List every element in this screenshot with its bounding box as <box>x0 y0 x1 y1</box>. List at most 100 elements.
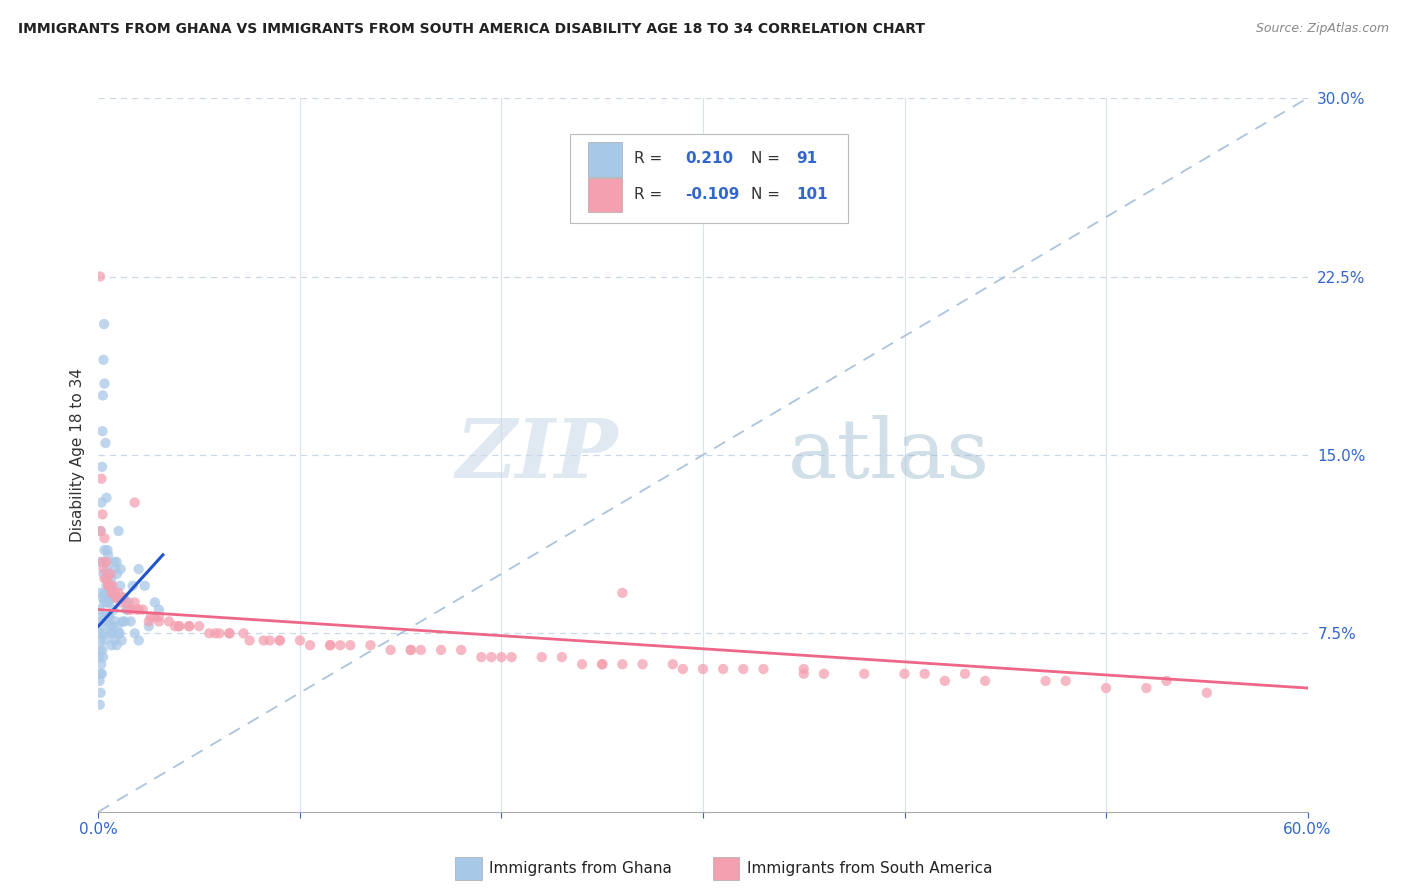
Point <box>339 638 361 652</box>
Point <box>319 638 342 652</box>
Point <box>89 643 111 657</box>
Point <box>108 579 131 593</box>
Point <box>103 555 125 569</box>
Point <box>120 615 142 629</box>
Point <box>96 615 118 629</box>
Y-axis label: Disability Age 18 to 34: Disability Age 18 to 34 <box>69 368 84 542</box>
Point <box>90 657 112 672</box>
Point <box>752 662 775 676</box>
Point <box>100 572 122 586</box>
Point <box>96 543 118 558</box>
Point <box>179 619 201 633</box>
Point <box>105 555 128 569</box>
Text: R =: R = <box>634 152 662 166</box>
Point <box>105 566 128 581</box>
Text: atlas: atlas <box>787 415 990 495</box>
Point <box>94 436 117 450</box>
Point <box>96 562 118 576</box>
Point <box>107 626 129 640</box>
Point <box>253 633 276 648</box>
Point <box>117 602 139 616</box>
Point <box>591 657 613 672</box>
Point <box>107 524 129 538</box>
FancyBboxPatch shape <box>588 143 621 177</box>
Point <box>399 643 422 657</box>
Point <box>93 566 115 581</box>
FancyBboxPatch shape <box>588 178 621 212</box>
Point <box>93 633 115 648</box>
Point <box>93 352 115 367</box>
Point <box>93 543 115 558</box>
Point <box>134 579 156 593</box>
Text: 91: 91 <box>796 152 817 166</box>
Point <box>111 615 134 629</box>
Point <box>98 595 121 609</box>
Point <box>188 619 211 633</box>
Point <box>672 662 695 676</box>
Point <box>100 626 122 640</box>
Point <box>934 673 956 688</box>
Text: ZIP: ZIP <box>456 415 619 495</box>
Point <box>1035 673 1057 688</box>
Point <box>128 633 150 648</box>
Point <box>93 317 115 331</box>
Point <box>299 638 322 652</box>
Point <box>91 459 114 474</box>
Point <box>269 633 291 648</box>
Point <box>90 495 112 509</box>
FancyBboxPatch shape <box>569 134 848 223</box>
Point <box>89 602 111 616</box>
Point <box>91 388 114 402</box>
Point <box>138 615 160 629</box>
Point <box>167 619 190 633</box>
Point <box>104 615 127 629</box>
Point <box>551 650 574 665</box>
Point <box>118 595 141 609</box>
Point <box>612 586 634 600</box>
Point <box>430 643 453 657</box>
Point <box>93 595 115 609</box>
Point <box>89 555 111 569</box>
Point <box>111 591 134 605</box>
Point <box>124 626 146 640</box>
Point <box>853 666 876 681</box>
Point <box>96 555 118 569</box>
Point <box>98 609 121 624</box>
Text: N =: N = <box>751 152 780 166</box>
Point <box>90 686 112 700</box>
Point <box>128 562 150 576</box>
Point <box>218 626 240 640</box>
Point <box>631 657 654 672</box>
Point <box>97 579 120 593</box>
Point <box>143 609 166 624</box>
Point <box>148 602 170 616</box>
Point <box>118 602 141 616</box>
Point <box>148 615 170 629</box>
Point <box>121 579 143 593</box>
Point <box>104 562 127 576</box>
Point <box>167 619 190 633</box>
Point <box>91 555 114 569</box>
Point <box>91 619 114 633</box>
Point <box>93 376 115 391</box>
Point <box>232 626 254 640</box>
Point <box>1156 673 1178 688</box>
Point <box>163 619 186 633</box>
FancyBboxPatch shape <box>456 856 482 880</box>
Point <box>91 609 114 624</box>
Point <box>893 666 915 681</box>
Text: Immigrants from Ghana: Immigrants from Ghana <box>489 861 672 876</box>
Point <box>1054 673 1077 688</box>
Point <box>90 472 112 486</box>
Point <box>793 666 815 681</box>
Point <box>107 619 129 633</box>
Point <box>112 591 135 605</box>
Point <box>491 650 513 665</box>
Point <box>450 643 472 657</box>
Point <box>1195 686 1218 700</box>
Point <box>953 666 976 681</box>
Point <box>91 424 114 438</box>
Point <box>380 643 402 657</box>
Point <box>89 586 111 600</box>
Text: R =: R = <box>634 187 662 202</box>
